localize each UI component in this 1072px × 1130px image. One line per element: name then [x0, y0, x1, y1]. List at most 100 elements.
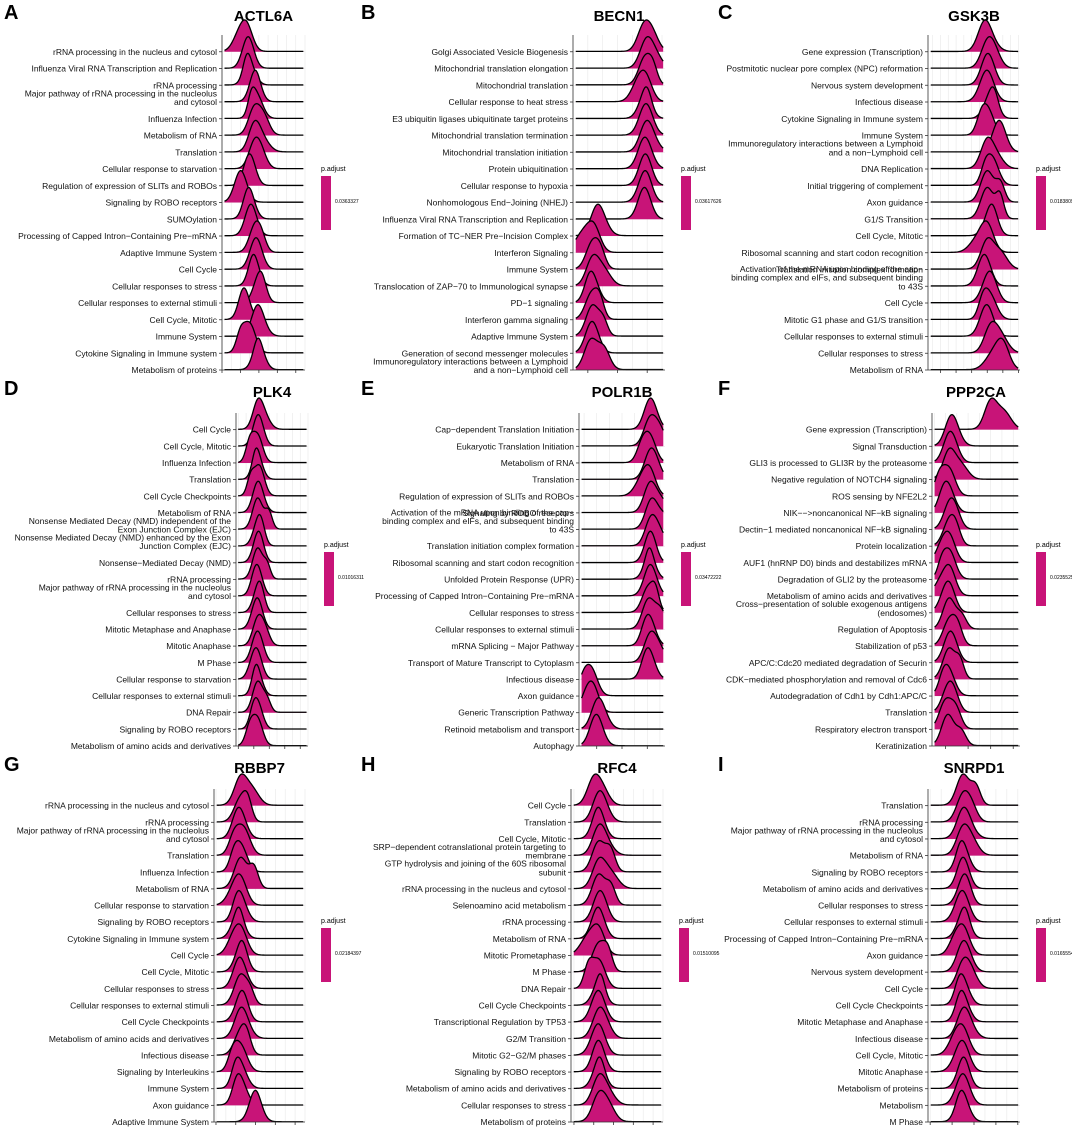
category-label: DNA Repair: [521, 984, 566, 994]
ridge-outline: [581, 414, 664, 447]
category-label-line: Nonsense−Mediated Decay (NMD): [99, 558, 231, 568]
y-tick-labels: Gene expression (Transcription) Signal Tr…: [726, 425, 932, 751]
x-tick-label: 0.7: [968, 1126, 980, 1128]
category-label-line: M Phase: [889, 1117, 923, 1127]
ridge-fill: [224, 287, 304, 320]
ridge-outline: [575, 119, 664, 153]
ridge-outline: [930, 989, 1019, 1023]
ridge-fill: [581, 614, 664, 647]
ridge-fill: [581, 547, 664, 580]
category-label: Transcriptional Regulation by TP53: [434, 1017, 567, 1027]
ridge-outline: [573, 989, 662, 1023]
category-label: Cellular responses to external stimuli: [784, 332, 923, 342]
chart-title: RBBP7: [234, 760, 285, 777]
category-label-line: Axon guidance: [518, 691, 575, 701]
ridge-outline: [581, 697, 664, 730]
category-label: Mitochondrial translation termination: [431, 131, 568, 141]
ridge-outline: [224, 236, 304, 270]
category-label-line: Mitotic Anaphase: [858, 1067, 923, 1077]
ridge-fill: [934, 514, 1019, 547]
ridge-outline: [216, 823, 304, 856]
category-label: Cell Cycle Checkpoints: [479, 1000, 566, 1010]
ridges: [216, 773, 304, 1123]
category-label-line: Stabilization of p53: [855, 641, 927, 651]
category-label: M Phase: [889, 1117, 923, 1127]
category-label: APC/C:Cdc20 mediated degradation of Secu…: [749, 658, 927, 668]
x-tick-label: −0.3: [994, 374, 1011, 376]
ridgeline-plot: Cell Cycle Translation Cell Cycle, Mitotic…: [373, 773, 664, 1128]
ridge-outline: [216, 923, 304, 956]
ridge-outline: [575, 237, 664, 270]
category-label-line: Negative regulation of NOTCH4 signaling: [771, 475, 927, 485]
ridge-outline: [573, 906, 662, 940]
category-label-line: Processing of Capped Intron−Containing P…: [375, 591, 574, 601]
category-label: Cellular responses to external stimuli: [92, 691, 231, 701]
category-label: Gene expression (Transcription): [802, 47, 923, 57]
category-label: Translation: [175, 147, 217, 157]
category-label: Selenoamino acid metabolism: [453, 901, 566, 911]
panel-i: I SNRPD1 Translation rRNA processing Major p…: [714, 752, 1072, 1128]
ridge-fill: [581, 531, 664, 563]
category-label-line: Metabolism of RNA: [501, 458, 575, 468]
category-label: Cell Cycle, Mitotic: [855, 1050, 923, 1060]
category-label-line: DNA Replication: [861, 164, 923, 174]
legend-tick: [1046, 578, 1049, 579]
category-label-line: Metabolism of RNA: [144, 131, 218, 141]
ridge-fill: [581, 514, 664, 547]
category-label-line: Signal Transduction: [852, 441, 927, 451]
category-label: Translocation of ZAP−70 to Immunological…: [374, 281, 568, 291]
ridge-outline: [575, 320, 664, 354]
legend-color-bar: [321, 176, 331, 230]
category-label-line: G2/M Transition: [506, 1034, 566, 1044]
x-tick-label: 0.5: [985, 750, 997, 752]
category-label-line: Interferon gamma signaling: [465, 315, 568, 325]
ridge-fill: [224, 321, 304, 354]
category-label-line: Generic Transcription Pathway: [458, 708, 574, 718]
category-label-line: rRNA processing: [153, 80, 217, 90]
y-tick-labels: rRNA processing in the nucleus and cytos…: [17, 801, 214, 1127]
category-label: Eukaryotic Translation Initiation: [456, 441, 574, 451]
category-label: Cellular responses to stress: [126, 608, 231, 618]
chart-title: BECN1: [593, 8, 645, 25]
ridge-fill: [575, 304, 664, 337]
category-label-line: Cell Cycle: [179, 265, 218, 275]
ridge-outline: [581, 547, 664, 580]
ridge-outline: [573, 889, 662, 923]
ridgeline-plot: Golgi Associated Vesicle Biogenesis Mitoc…: [373, 19, 665, 376]
category-label-line: Cellular responses to stress: [818, 901, 923, 911]
category-label-line: binding complex and eIFs, and subsequent…: [731, 273, 923, 283]
x-tick-label: 0.2: [216, 374, 228, 376]
x-tick-label: −0.5: [937, 750, 954, 752]
category-label: Cell Cycle: [193, 425, 232, 435]
category-label-line: Immunoregulatory interactions between a …: [373, 356, 568, 366]
category-label: G2/M Transition: [506, 1034, 566, 1044]
category-label-line: Cell Cycle, Mitotic: [149, 315, 217, 325]
category-label-line: Cell Cycle: [885, 298, 924, 308]
category-label-line: Cell Cycle, Mitotic: [498, 834, 566, 844]
category-label: Immune System: [156, 332, 217, 342]
panel-letter: I: [718, 754, 724, 776]
legend-value: 0.01016311: [338, 575, 365, 581]
category-label-line: Translation initiation complex formation: [776, 265, 923, 275]
ridge-outline: [930, 1006, 1019, 1040]
category-label: Mitotic Metaphase and Anaphase: [797, 1017, 923, 1027]
category-label: Cellular responses to stress: [461, 1100, 566, 1110]
category-label-line: M Phase: [532, 967, 566, 977]
category-label: Major pathway of rRNA processing in the …: [39, 583, 231, 602]
category-label: Processing of Capped Intron−Containing P…: [375, 591, 574, 601]
y-tick-labels: Cap−dependent Translation Initiation Euka…: [375, 425, 579, 751]
x-tick-label: 0.8: [271, 374, 283, 376]
chart-title: PPP2CA: [945, 384, 1007, 401]
category-label: Signaling by ROBO receptors: [120, 724, 232, 734]
category-label-line: Cellular response to hypoxia: [461, 181, 569, 191]
category-label: GLI3 is processed to GLI3R by the protea…: [749, 458, 927, 468]
ridge-outline: [575, 304, 664, 337]
ridge-outline: [934, 663, 1019, 697]
category-label-line: Infectious disease: [506, 674, 574, 684]
legend-title: p.adjust: [681, 542, 706, 549]
category-label-line: Mitotic Metaphase and Anaphase: [797, 1017, 923, 1027]
x-tick-label: −0.5: [963, 374, 980, 376]
ridge-outline: [581, 513, 664, 547]
category-label: Gene expression (Transcription): [806, 425, 927, 435]
ridge-outline: [581, 580, 664, 614]
